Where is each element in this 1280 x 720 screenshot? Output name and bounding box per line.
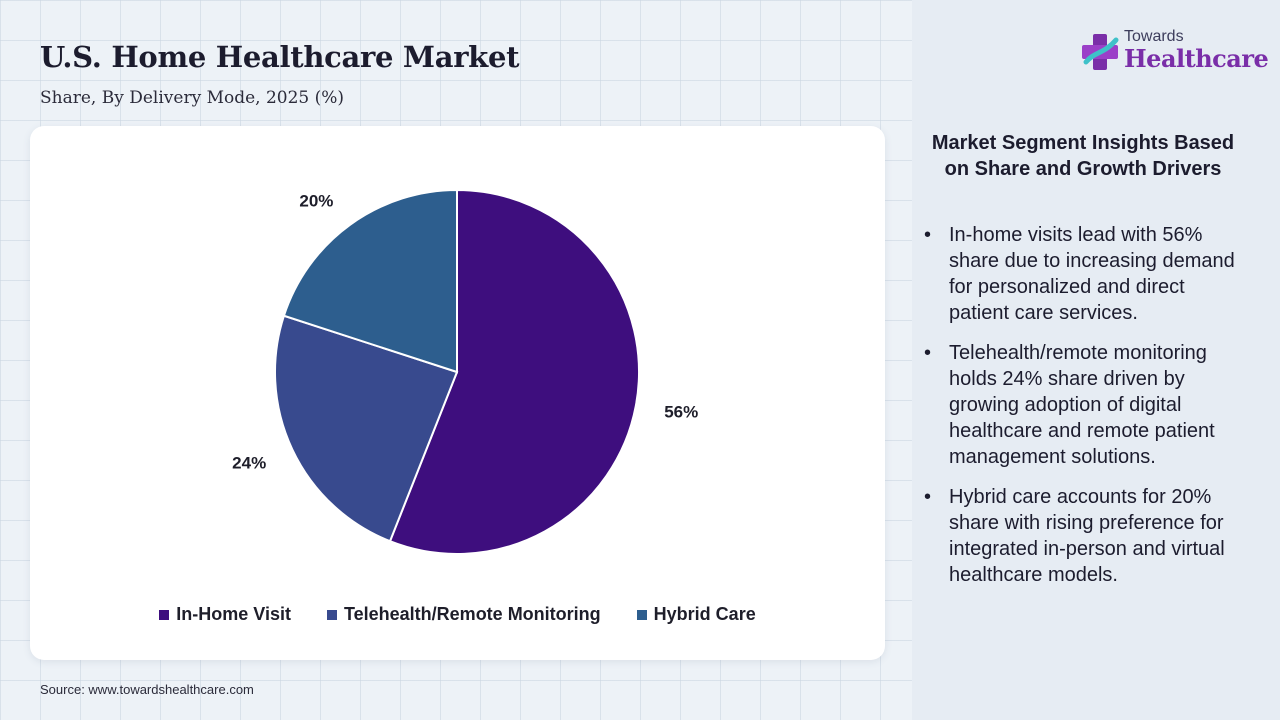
legend-item: Telehealth/Remote Monitoring — [326, 604, 601, 625]
insight-item: Hybrid care accounts for 20% share with … — [922, 484, 1248, 588]
legend-item: Hybrid Care — [636, 604, 756, 625]
insight-item: In-home visits lead with 56% share due t… — [922, 222, 1248, 326]
insights-list: In-home visits lead with 56% share due t… — [922, 222, 1248, 602]
legend-label: Telehealth/Remote Monitoring — [343, 604, 601, 624]
pie-chart: 56% 24% 20% — [232, 188, 698, 555]
chart-card: 56% 24% 20% In-Home Visit Telehealth/Remote… — [30, 126, 885, 660]
legend-swatch — [636, 609, 647, 620]
legend-label: In-Home Visit — [176, 604, 291, 624]
legend-item: In-Home Visit — [159, 604, 291, 625]
insight-item: Telehealth/remote monitoring holds 24% s… — [922, 340, 1248, 470]
chart-legend: In-Home Visit Telehealth/Remote Monitorin… — [30, 604, 885, 625]
pie-slice-hybrid-care — [282, 188, 458, 374]
legend-swatch — [159, 609, 170, 620]
page-title: U.S. Home Healthcare Market — [40, 40, 520, 74]
brand-logo: Towards Healthcare — [1080, 26, 1269, 78]
pie-slice-in-home-visit — [388, 188, 640, 555]
logo-main-text: Healthcare — [1124, 44, 1269, 73]
logo-top-text: Towards — [1124, 28, 1184, 45]
insights-heading: Market Segment Insights Based on Share a… — [931, 132, 1235, 180]
pie-data-label: 20% — [299, 191, 333, 210]
pie-data-label: 24% — [232, 453, 266, 472]
page-subtitle: Share, By Delivery Mode, 2025 (%) — [40, 88, 345, 108]
source-note: Source: www.towardshealthcare.com — [40, 682, 254, 697]
medical-cross-icon — [1082, 34, 1119, 70]
pie-data-label: 56% — [664, 403, 698, 422]
legend-label: Hybrid Care — [653, 604, 756, 624]
pie-slice-telehealth-remote-monitoring — [274, 314, 459, 543]
legend-swatch — [326, 609, 337, 620]
